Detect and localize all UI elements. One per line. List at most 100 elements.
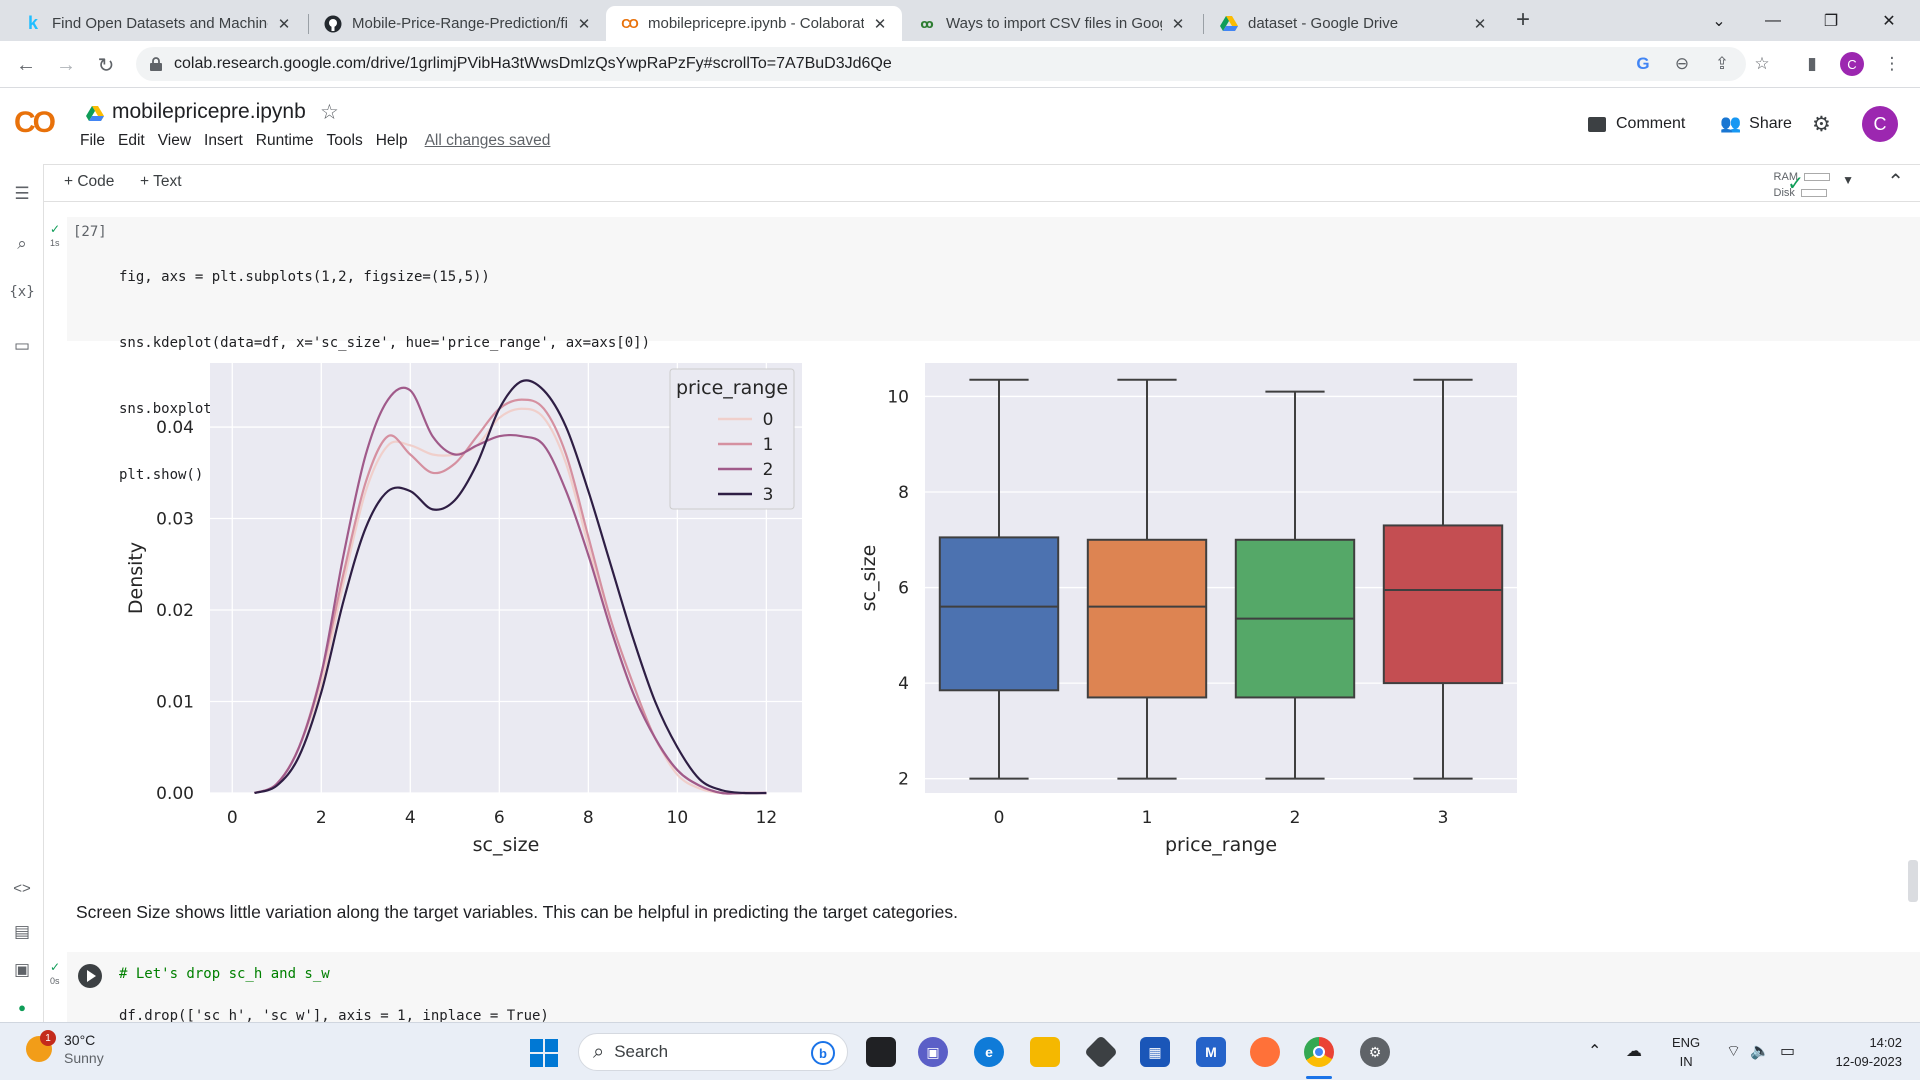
notebook-toolbar: + Code + Text ✓ RAM Disk ▼ ⌃: [44, 164, 1920, 202]
resource-indicator[interactable]: RAM Disk: [1774, 169, 1830, 201]
back-arrow-icon[interactable]: ←: [16, 53, 36, 76]
add-text-button[interactable]: + Text: [140, 173, 182, 190]
close-window-icon[interactable]: ✕: [1882, 12, 1896, 30]
run-cell-button[interactable]: [78, 964, 102, 988]
menu-file[interactable]: File: [80, 132, 105, 149]
zoom-icon[interactable]: ⊖: [1674, 54, 1690, 73]
menu-view[interactable]: View: [157, 132, 192, 149]
scrollbar-thumb[interactable]: [1908, 860, 1918, 902]
minimize-icon[interactable]: —: [1765, 11, 1781, 29]
weather-widget[interactable]: 1 30°C Sunny: [26, 1030, 104, 1067]
address-bar-row: ← → ↻ colab.research.google.com/drive/1g…: [0, 41, 1920, 88]
file-explorer-icon[interactable]: [1030, 1037, 1060, 1067]
task-view-icon[interactable]: [866, 1037, 896, 1067]
notebook-title[interactable]: mobilepricepre.ipynb: [86, 100, 306, 124]
forward-arrow-icon[interactable]: →: [56, 53, 76, 76]
app-icon[interactable]: [1084, 1035, 1118, 1069]
kde-x-tick-label: 0: [227, 808, 238, 828]
onedrive-cloud-icon[interactable]: ☁: [1626, 1043, 1642, 1060]
taskbar-search[interactable]: ⌕ Search b: [578, 1033, 848, 1071]
chrome-icon[interactable]: [1304, 1037, 1334, 1067]
menu-insert[interactable]: Insert: [204, 132, 243, 149]
kde-y-axis-label: Density: [125, 542, 147, 614]
close-tab-icon[interactable]: ✕: [1171, 15, 1185, 33]
menu-edit[interactable]: Edit: [117, 132, 145, 149]
user-avatar[interactable]: C: [1862, 106, 1898, 142]
folder-icon[interactable]: ▭: [13, 336, 31, 355]
code-cell[interactable]: [67, 952, 1920, 1022]
restore-icon[interactable]: ❐: [1823, 12, 1839, 30]
windows-start-icon[interactable]: [530, 1039, 558, 1067]
colab-icon: CO: [621, 16, 639, 31]
google-drive-icon: [86, 104, 104, 121]
lock-icon: [150, 57, 162, 71]
google-translate-icon[interactable]: G: [1636, 54, 1650, 73]
colab-logo[interactable]: CO: [14, 106, 56, 139]
kde-x-tick-label: 2: [316, 808, 327, 828]
star-icon[interactable]: ☆: [320, 101, 339, 124]
battery-icon[interactable]: ▭: [1780, 1043, 1796, 1060]
variables-icon[interactable]: {x}: [9, 284, 35, 300]
firefox-icon[interactable]: [1250, 1037, 1280, 1067]
settings-gear-icon[interactable]: ⚙: [1360, 1037, 1390, 1067]
share-page-icon[interactable]: ⇪: [1714, 54, 1730, 73]
comment-button[interactable]: Comment: [1588, 104, 1685, 144]
weather-desc: Sunny: [64, 1050, 104, 1066]
kde-y-tick-label: 0.00: [156, 784, 194, 804]
tray-chevron-icon[interactable]: ⌃: [1588, 1043, 1602, 1060]
search-icon[interactable]: ⌕: [17, 234, 27, 253]
wifi-icon[interactable]: ⌔: [1726, 1043, 1742, 1060]
kde-x-axis-label: sc_size: [473, 834, 540, 856]
tab-analytics[interactable]: ꝏ Ways to import CSV files in Goog ✕: [904, 6, 1200, 41]
box-y-axis-label: sc_size: [858, 545, 880, 612]
kebab-menu-icon[interactable]: ⋮: [1883, 54, 1901, 73]
speaker-icon[interactable]: 🔈: [1750, 1043, 1770, 1060]
sun-icon: 1: [26, 1030, 56, 1062]
tab-github[interactable]: Mobile-Price-Range-Prediction/fi ✕: [310, 6, 606, 41]
table-of-contents-icon[interactable]: ☰: [14, 184, 30, 203]
menu-tools[interactable]: Tools: [326, 132, 363, 149]
tab-divider: [308, 14, 309, 34]
tab-search-chevron-icon[interactable]: ⌄: [1712, 12, 1726, 30]
code-cell[interactable]: [67, 217, 1920, 341]
gear-icon[interactable]: ⚙: [1812, 112, 1831, 136]
tab-kaggle[interactable]: k Find Open Datasets and Machine ✕: [10, 6, 306, 41]
collapse-chevron-icon[interactable]: ⌃: [1887, 171, 1904, 193]
kde-chart: 0 2 4 6 8 10 120.000.010.020.030.04sc_sizeDens…: [125, 363, 802, 856]
tab-drive[interactable]: dataset - Google Drive ✕: [1206, 6, 1502, 41]
terminal-icon[interactable]: ▣: [13, 960, 31, 979]
save-status[interactable]: All changes saved: [424, 132, 551, 149]
browser-tab-bar: k Find Open Datasets and Machine ✕ Mobil…: [0, 0, 1920, 41]
status-dot-icon: ●: [18, 1000, 26, 1015]
close-tab-icon[interactable]: ✕: [1473, 15, 1487, 33]
menu-runtime[interactable]: Runtime: [255, 132, 314, 149]
dropdown-arrow-icon[interactable]: ▼: [1842, 173, 1854, 187]
tab-colab[interactable]: CO mobilepricepre.ipynb - Colaborat ✕: [606, 6, 902, 41]
edge-icon[interactable]: e: [974, 1037, 1004, 1067]
github-icon: [324, 15, 342, 33]
new-tab-button[interactable]: +: [1516, 6, 1531, 33]
system-clock[interactable]: 14:02 12-09-2023: [1835, 1035, 1903, 1069]
search-icon: ⌕: [593, 1040, 605, 1063]
add-code-button[interactable]: + Code: [64, 173, 115, 190]
box-0: [938, 536, 1060, 692]
profile-avatar[interactable]: C: [1837, 49, 1867, 79]
code-snippets-icon[interactable]: <>: [13, 880, 31, 897]
close-tab-icon[interactable]: ✕: [873, 15, 887, 33]
people-icon: 👥: [1720, 114, 1742, 133]
notification-badge: 1: [40, 1030, 56, 1046]
editor-app-icon[interactable]: M: [1196, 1037, 1226, 1067]
close-tab-icon[interactable]: ✕: [577, 15, 591, 33]
store-icon[interactable]: ▦: [1140, 1037, 1170, 1067]
language-indicator[interactable]: ENG IN: [1672, 1035, 1701, 1069]
side-panel-icon[interactable]: ▮: [1807, 54, 1817, 73]
url-omnibox[interactable]: colab.research.google.com/drive/1grlimjP…: [136, 47, 1746, 81]
menu-help[interactable]: Help: [375, 132, 408, 149]
chat-icon[interactable]: ▣: [918, 1037, 948, 1067]
colab-header: CO mobilepricepre.ipynb ☆ File Edit View…: [0, 88, 1920, 164]
reload-icon[interactable]: ↻: [97, 54, 115, 77]
share-button[interactable]: 👥 Share: [1720, 114, 1792, 133]
close-tab-icon[interactable]: ✕: [277, 15, 291, 33]
bookmark-star-icon[interactable]: ☆: [1754, 54, 1770, 73]
command-palette-icon[interactable]: ▤: [13, 922, 31, 941]
